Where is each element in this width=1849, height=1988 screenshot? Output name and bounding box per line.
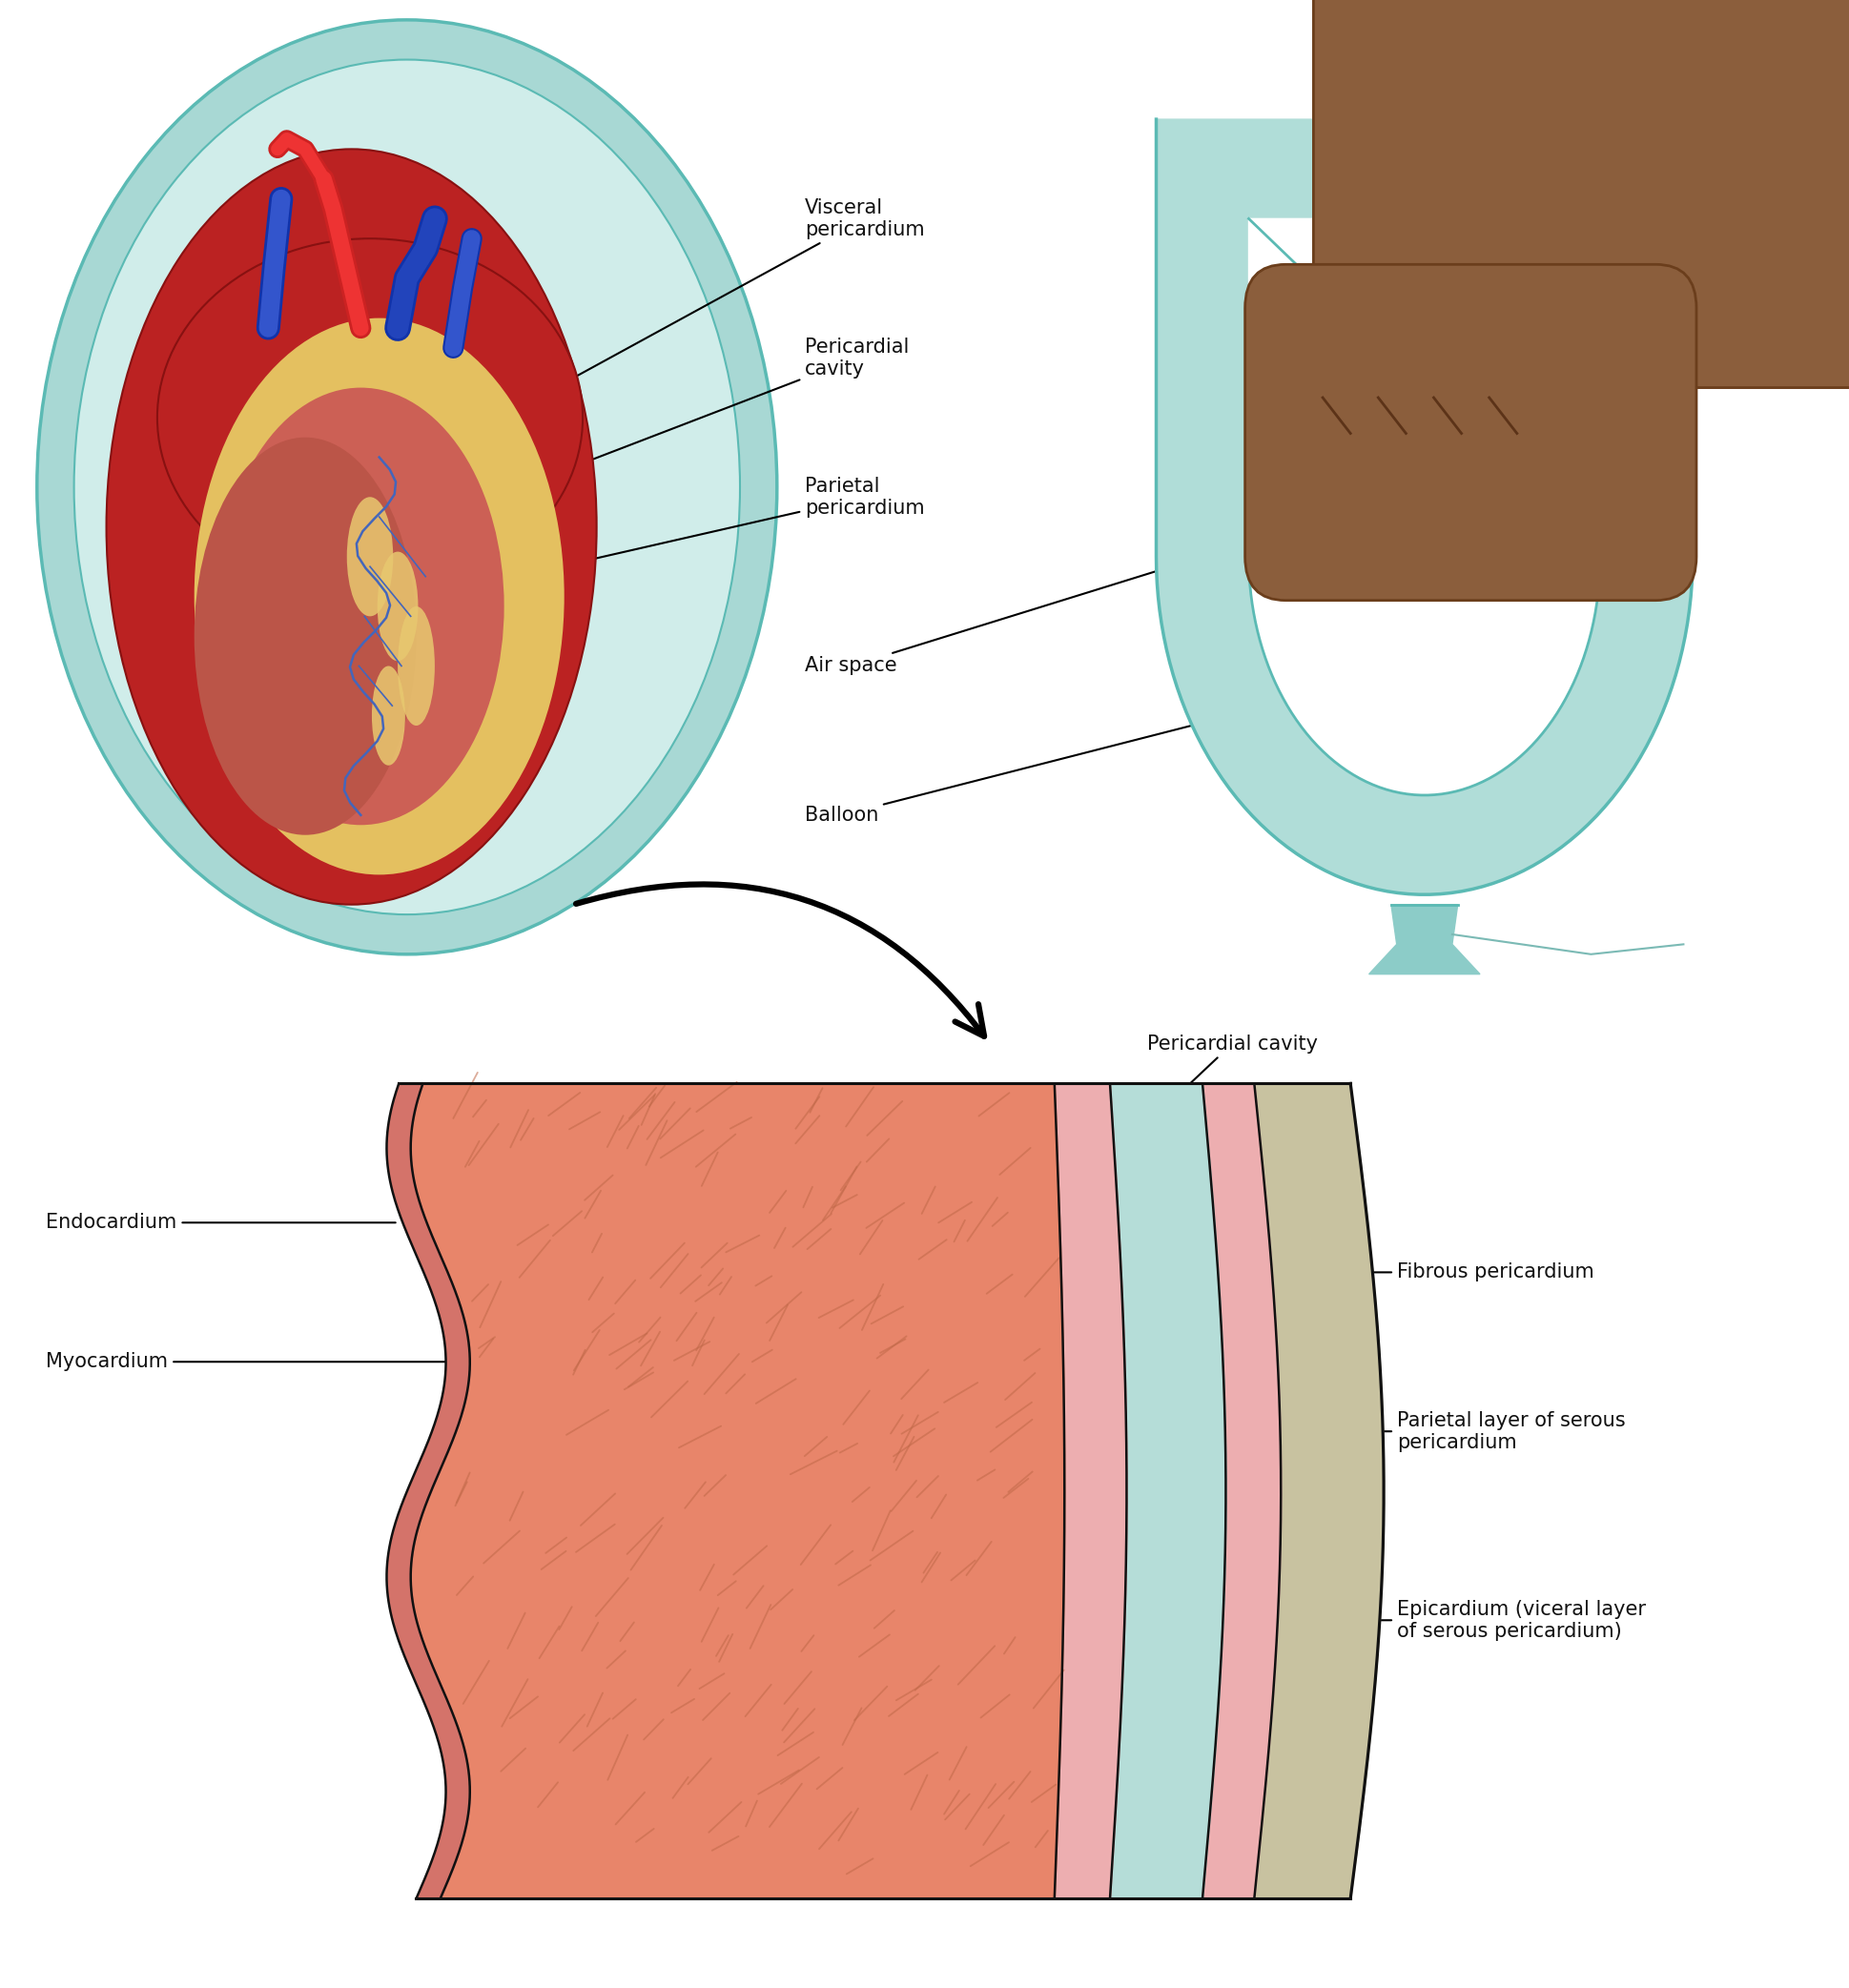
- Polygon shape: [1368, 905, 1479, 974]
- Ellipse shape: [157, 239, 582, 596]
- Ellipse shape: [216, 388, 503, 825]
- Ellipse shape: [37, 20, 777, 954]
- Text: Visceral
pericardium: Visceral pericardium: [473, 199, 924, 431]
- Ellipse shape: [194, 437, 416, 835]
- Text: Balloon: Balloon: [804, 716, 1228, 825]
- Ellipse shape: [372, 666, 405, 765]
- Ellipse shape: [377, 553, 418, 662]
- Text: Pericardial cavity: Pericardial cavity: [1146, 1034, 1316, 1111]
- FancyBboxPatch shape: [1313, 0, 1849, 388]
- Text: Pericardial
cavity: Pericardial cavity: [455, 338, 908, 513]
- Text: Air space: Air space: [804, 537, 1265, 676]
- Ellipse shape: [398, 606, 435, 726]
- FancyBboxPatch shape: [1244, 264, 1696, 600]
- Ellipse shape: [348, 497, 392, 616]
- Polygon shape: [1156, 119, 1692, 895]
- Text: Epicardium (viceral layer
of serous pericardium): Epicardium (viceral layer of serous peri…: [1120, 1600, 1646, 1640]
- Text: Endocardium: Endocardium: [46, 1213, 396, 1233]
- Ellipse shape: [107, 149, 595, 905]
- Text: Parietal
pericardium: Parietal pericardium: [431, 477, 925, 596]
- Polygon shape: [1248, 219, 1599, 795]
- Text: Fibrous pericardium: Fibrous pericardium: [1366, 1262, 1594, 1282]
- Text: Myocardium: Myocardium: [46, 1352, 542, 1372]
- Ellipse shape: [74, 60, 740, 914]
- Text: Parietal layer of serous
pericardium: Parietal layer of serous pericardium: [1276, 1411, 1625, 1451]
- Ellipse shape: [194, 318, 564, 875]
